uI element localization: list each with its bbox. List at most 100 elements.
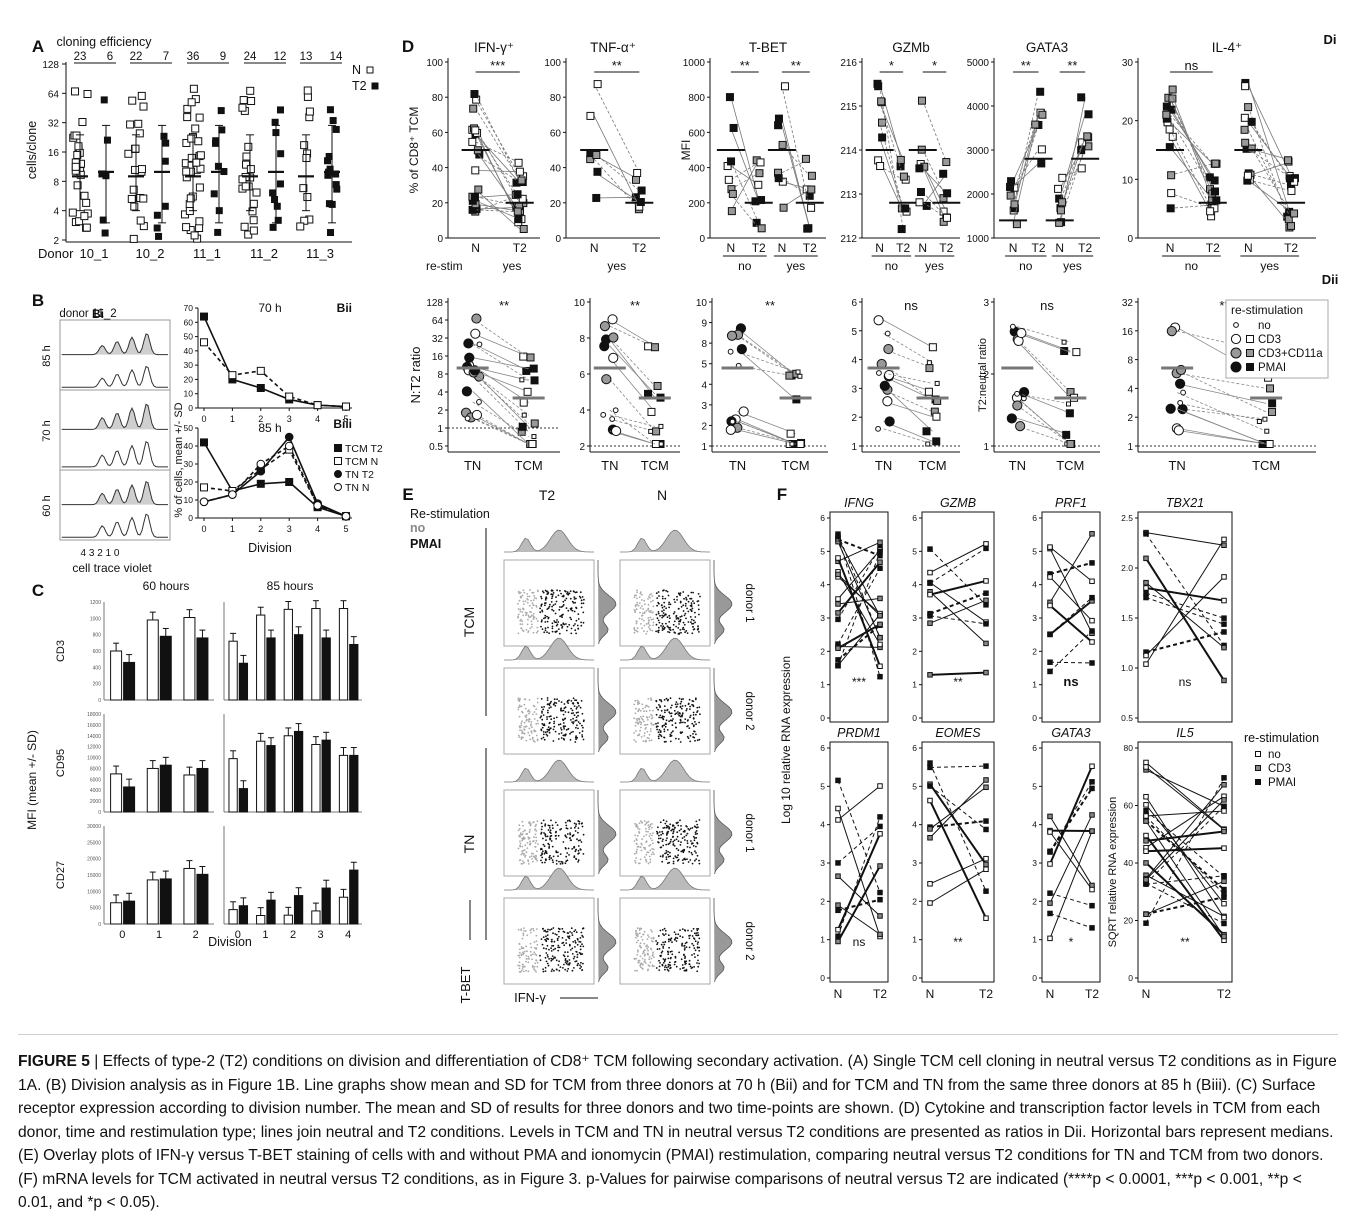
panel-e-scatter-dot — [550, 718, 552, 720]
panel-e-scatter-dot — [575, 825, 577, 827]
panel-f-ytick-label: 0 — [912, 973, 917, 983]
panel-dii-point-tcm — [926, 365, 933, 372]
panel-e-scatter-dot — [656, 726, 658, 728]
panel-dii-point-tcm — [531, 420, 538, 427]
panel-e-scatter-dot — [520, 859, 522, 861]
panel-e-scatter-dot — [673, 858, 675, 860]
panel-dii-point-tcm — [1062, 340, 1066, 344]
panel-e-scatter-dot — [534, 953, 536, 955]
panel-di-group-label: no — [738, 259, 752, 273]
panel-dii-point-tcm — [790, 442, 794, 446]
panel-e-scatter-dot — [687, 632, 689, 634]
panel-e-scatter-dot — [541, 829, 543, 831]
panel-di-ytick-label: 100 — [426, 58, 443, 69]
panel-e-scatter-dot — [680, 719, 682, 721]
panel-f-point — [1222, 921, 1227, 926]
panel-e-scatter-dot — [651, 937, 653, 939]
panel-e-scatter-dot — [664, 606, 666, 608]
panel-f-point — [878, 635, 883, 640]
panel-e-scatter-dot — [583, 927, 585, 929]
panel-e-scatter-dot — [556, 860, 558, 862]
panel-c-bar — [147, 620, 158, 700]
panel-a-point-t2 — [211, 191, 217, 197]
panel-biii-legend-label: TN T2 — [345, 469, 374, 481]
panel-e-scatter-dot — [551, 597, 553, 599]
panel-e-scatter-dot — [519, 729, 521, 731]
panel-a-ytick-label: 128 — [42, 60, 59, 71]
panel-dii-point-tn — [464, 339, 473, 348]
panel-e-scatter-dot — [696, 928, 698, 930]
panel-e-scatter-dot — [578, 850, 580, 852]
panel-f-point — [1222, 798, 1227, 803]
panel-c-bar — [312, 911, 320, 924]
panel-di-point — [944, 190, 951, 197]
panel-e-scatter-dot — [670, 839, 672, 841]
panel-f-pair-line — [930, 766, 986, 767]
panel-e-scatter-dot — [535, 830, 537, 832]
panel-e-scatter-dot — [565, 942, 567, 944]
panel-e-scatter-dot — [575, 727, 577, 729]
panel-a-point-n — [69, 209, 76, 216]
panel-e-scatter-dot — [689, 859, 691, 861]
panel-f-point — [1090, 532, 1095, 537]
panel-e-scatter-dot — [647, 831, 649, 833]
panel-c-bar — [284, 609, 292, 700]
panel-e-scatter-dot — [535, 828, 537, 830]
panel-di-pair-line — [1170, 90, 1213, 201]
panel-e-scatter-dot — [564, 707, 566, 709]
panel-e-scatter-dot — [653, 965, 655, 967]
panel-di-group-label: yes — [503, 259, 522, 273]
panel-e-scatter-dot — [682, 928, 684, 930]
panel-e-scatter-dot — [637, 828, 639, 830]
panel-e-scatter-dot — [527, 842, 529, 844]
panel-a-point-t2 — [104, 137, 110, 143]
panel-e-scatter-dot — [662, 598, 664, 600]
panel-e-scatter-dot — [583, 834, 585, 836]
panel-f-point — [1048, 830, 1053, 835]
panel-e-scatter-dot — [545, 839, 547, 841]
panel-f-ytick-label: 1 — [820, 680, 825, 690]
panel-f-point — [984, 862, 989, 867]
panel-e-scatter-dot — [698, 934, 700, 936]
panel-e-scatter-dot — [577, 861, 579, 863]
panel-e-scatter-dot — [678, 623, 680, 625]
panel-e-scatter-dot — [659, 966, 661, 968]
panel-e-scatter-dot — [553, 957, 555, 959]
panel-f-point — [984, 889, 989, 894]
panel-e-scatter-dot — [686, 840, 688, 842]
panel-e-scatter-dot — [554, 933, 556, 935]
panel-di-ytick-label: 213 — [840, 190, 857, 201]
panel-a-donor-label: 11_3 — [306, 246, 334, 261]
panel-a-point-n — [128, 195, 135, 202]
panel-di-point — [1169, 86, 1176, 93]
panel-dii-point-tn — [1016, 422, 1025, 431]
panel-e-scatter-dot — [544, 823, 546, 825]
panel-a-point-t2 — [333, 126, 339, 132]
panel-c-bar — [184, 868, 195, 924]
panel-dii-point-tcm — [1067, 441, 1074, 448]
panel-e-scatter-dot — [522, 712, 524, 714]
panel-e-scatter-dot — [547, 712, 549, 714]
panel-bi-donor-label: donor 11_2 — [59, 308, 116, 320]
panel-e-scatter-dot — [527, 961, 529, 963]
panel-e-scatter-dot — [696, 930, 698, 932]
panel-di-xlabel-t2: T2 — [513, 241, 527, 255]
panel-e-scatter-dot — [532, 953, 534, 955]
panel-e-scatter-dot — [556, 589, 558, 591]
panel-e-scatter-dot — [570, 633, 572, 635]
panel-e-scatter-dot — [667, 854, 669, 856]
panel-e-scatter-dot — [676, 701, 678, 703]
panel-e-scatter-dot — [663, 944, 665, 946]
panel-e-scatter-dot — [518, 697, 520, 699]
panel-f-point — [1048, 669, 1053, 674]
panel-f-pair-line — [1146, 593, 1224, 618]
panel-e-scatter-dot — [680, 632, 682, 634]
panel-e-scatter-dot — [672, 730, 674, 732]
panel-a-ytick-label: 8 — [53, 177, 59, 188]
panel-e-scatter-dot — [574, 598, 576, 600]
panel-e-scatter-dot — [667, 591, 669, 593]
panel-a-efficiency-n: 13 — [300, 51, 313, 63]
panel-e-scatter-dot — [577, 965, 579, 967]
panel-e-scatter-dot — [656, 967, 658, 969]
panel-f-point — [1090, 780, 1095, 785]
